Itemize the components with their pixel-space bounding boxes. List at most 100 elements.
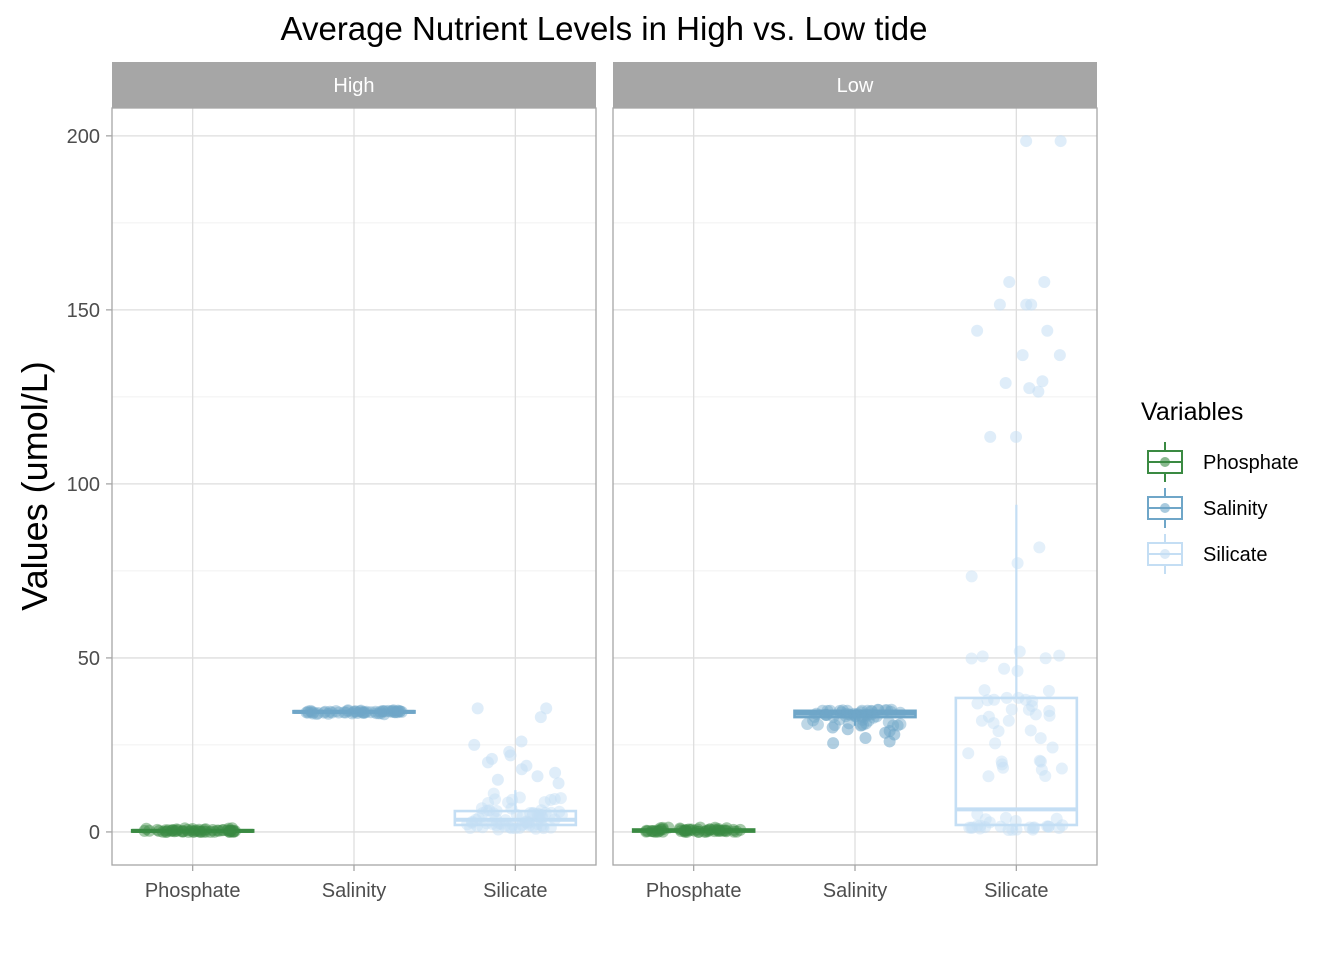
data-point [865, 705, 878, 718]
data-point [487, 787, 500, 800]
data-point [716, 824, 729, 837]
data-point [675, 824, 688, 837]
data-point [988, 693, 1001, 706]
data-point [466, 816, 479, 829]
data-point [393, 705, 406, 718]
data-point [711, 824, 724, 837]
data-point [1035, 763, 1048, 776]
outlier-point [503, 745, 516, 758]
data-point [318, 706, 331, 719]
data-point [341, 704, 354, 717]
data-point [642, 824, 655, 837]
data-point [216, 824, 229, 837]
data-point [350, 705, 363, 718]
chart-title: Average Nutrient Levels in High vs. Low … [281, 10, 928, 47]
data-point [1042, 820, 1055, 833]
data-point [685, 823, 698, 836]
data-point [848, 707, 861, 720]
data-point [650, 824, 663, 837]
data-point [720, 822, 733, 835]
data-point [692, 825, 705, 838]
data-point [221, 824, 234, 837]
data-point [1022, 703, 1035, 716]
box-phosphate [631, 821, 756, 838]
data-point [519, 816, 532, 829]
data-point [223, 824, 236, 837]
data-point [482, 797, 495, 810]
data-point [189, 824, 202, 837]
data-point [1027, 821, 1040, 834]
data-point [489, 812, 502, 825]
data-point [652, 825, 665, 838]
data-point [855, 719, 868, 732]
data-point [1053, 822, 1066, 835]
data-point [539, 807, 552, 820]
data-point [227, 825, 240, 838]
data-point [1002, 714, 1015, 727]
data-point [357, 706, 370, 719]
data-point [839, 710, 852, 723]
outlier-point [1010, 430, 1023, 443]
data-point [372, 707, 385, 720]
data-point [223, 825, 236, 838]
outlier-point [534, 711, 547, 724]
data-point [963, 821, 976, 834]
data-point [537, 822, 550, 835]
data-point [143, 824, 156, 837]
data-point [510, 808, 523, 821]
data-point [356, 706, 369, 719]
data-point [966, 821, 979, 834]
x-tick-label: Silicate [483, 880, 547, 902]
data-point [466, 815, 479, 828]
data-point [544, 793, 557, 806]
y-axis: 0 50 100 150 200 [67, 126, 112, 844]
data-point [1011, 557, 1024, 570]
data-point [548, 813, 561, 826]
data-point [997, 761, 1010, 774]
data-point [1034, 732, 1047, 745]
legend-label: Salinity [1203, 498, 1267, 520]
data-point [692, 825, 705, 838]
data-point [861, 704, 874, 717]
data-point [1009, 815, 1022, 828]
data-point [978, 684, 991, 697]
data-point [821, 704, 834, 717]
outlier-point [520, 759, 533, 772]
data-point [654, 822, 667, 835]
data-point [1056, 819, 1069, 832]
data-point [859, 708, 872, 721]
data-point [816, 704, 829, 717]
outlier-point [468, 738, 481, 751]
data-point [1029, 708, 1042, 721]
outlier-point [515, 735, 528, 748]
data-point [849, 709, 862, 722]
x-tick-label: Phosphate [145, 880, 241, 902]
data-point [391, 706, 404, 719]
data-point [645, 825, 658, 838]
data-point [186, 822, 199, 835]
data-point [1023, 821, 1036, 834]
data-point [1039, 770, 1052, 783]
data-point [1041, 820, 1054, 833]
data-point [306, 707, 319, 720]
data-point [700, 824, 713, 837]
data-point [515, 819, 528, 832]
data-point [810, 707, 823, 720]
data-point [819, 708, 832, 721]
x-tick-label: Salinity [322, 880, 386, 902]
data-point [976, 650, 989, 663]
data-point [679, 825, 692, 838]
data-point [1006, 823, 1019, 836]
data-point [982, 710, 995, 723]
data-point [647, 825, 660, 838]
data-point [475, 802, 488, 815]
data-point [872, 704, 885, 717]
data-point [862, 714, 875, 727]
data-point [379, 705, 392, 718]
data-point [1026, 699, 1039, 712]
outlier-point [984, 430, 997, 443]
data-point [177, 825, 190, 838]
data-point [199, 823, 212, 836]
data-point [369, 705, 382, 718]
data-point [554, 792, 567, 805]
